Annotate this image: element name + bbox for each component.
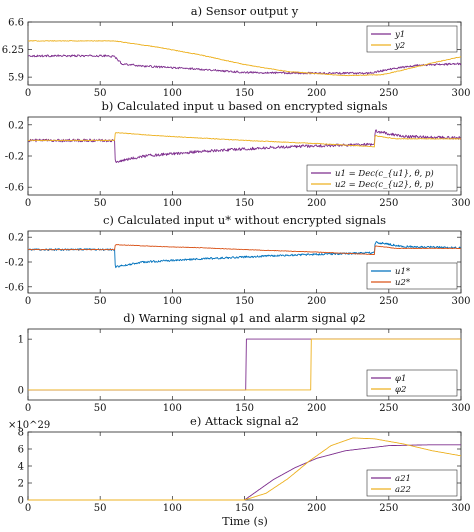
x-tick-label: 150 xyxy=(235,403,254,414)
y-tick-label: 0 xyxy=(18,385,24,396)
legend-label: y1 xyxy=(394,30,405,40)
x-tick-label: 250 xyxy=(379,88,398,99)
legend: u1 = Dec(c_{u1}, θ, p)u2 = Dec(c_{u2}, θ… xyxy=(306,164,458,192)
x-tick-label: 100 xyxy=(163,503,182,514)
series-line-2 xyxy=(28,338,461,391)
y-tick-label: 6 xyxy=(18,445,24,456)
legend-label: u2 = Dec(c_{u2}, θ, p) xyxy=(335,179,434,190)
x-tick-label: 0 xyxy=(25,198,31,209)
x-tick-label: 50 xyxy=(94,503,107,514)
x-axis-label: Time (s) xyxy=(222,515,268,528)
y-tick-label: 6.25 xyxy=(2,45,24,56)
y-tick-label: 8 xyxy=(18,428,24,439)
legend-label: φ2 xyxy=(395,385,406,395)
subplot-3: c) Calculated input u* without encrypted… xyxy=(5,213,471,307)
x-tick-label: 250 xyxy=(379,198,398,209)
x-tick-label: 100 xyxy=(163,296,182,307)
x-tick-label: 150 xyxy=(235,88,254,99)
subplot-title: e) Attack signal a2 xyxy=(190,414,299,428)
series-line-2 xyxy=(28,437,462,501)
subplot-1: a) Sensor output y 0 50 100 150 200 250 300 5.9 6… xyxy=(2,4,471,99)
legend-box xyxy=(366,369,458,397)
y-tick-label: 4 xyxy=(18,462,24,473)
legend-label: u2* xyxy=(395,278,411,288)
x-tick-label: 100 xyxy=(163,198,182,209)
x-tick-label: 150 xyxy=(235,198,254,209)
y-tick-label: -0.2 xyxy=(5,258,24,269)
legend-box xyxy=(366,262,458,290)
subplot-title: a) Sensor output y xyxy=(191,4,299,18)
y-tick-label: 6.6 xyxy=(8,18,24,29)
x-tick-label: 150 xyxy=(235,296,254,307)
y-tick-label: -0.6 xyxy=(5,183,24,194)
legend-label: u1 = Dec(c_{u1}, θ, p) xyxy=(335,168,434,179)
legend-label: a22 xyxy=(395,485,411,495)
x-tick-label: 0 xyxy=(25,403,31,414)
x-tick-label: 200 xyxy=(307,296,326,307)
legend-label: a21 xyxy=(395,474,411,484)
x-tick-label: 0 xyxy=(25,503,31,514)
x-tick-label: 300 xyxy=(451,198,470,209)
legend-label: y2 xyxy=(394,41,405,51)
legend: u1*u2* xyxy=(366,262,458,290)
y-tick-label: 0.2 xyxy=(8,120,24,131)
x-tick-label: 300 xyxy=(451,296,470,307)
x-tick-label: 100 xyxy=(163,403,182,414)
series-line-2 xyxy=(28,40,462,77)
x-tick-label: 300 xyxy=(451,88,470,99)
x-tick-label: 50 xyxy=(94,88,107,99)
legend-box xyxy=(366,469,458,497)
x-tick-label: 0 xyxy=(25,296,31,307)
legend-label: φ1 xyxy=(395,374,406,384)
legend-label: u1* xyxy=(395,267,411,277)
x-tick-label: 100 xyxy=(163,88,182,99)
x-tick-label: 50 xyxy=(94,403,107,414)
subplot-title: b) Calculated input u based on encrypted… xyxy=(101,99,387,113)
legend-box xyxy=(306,164,458,192)
x-tick-label: 0 xyxy=(25,88,31,99)
y-tick-label: -0.6 xyxy=(5,282,24,293)
y-tick-label: 1 xyxy=(18,335,24,346)
series-line-1 xyxy=(28,129,462,163)
x-tick-label: 200 xyxy=(307,503,326,514)
subplot-2: b) Calculated input u based on encrypted… xyxy=(5,99,471,209)
series-line-2 xyxy=(28,244,461,256)
x-tick-label: 250 xyxy=(379,503,398,514)
series-line-1 xyxy=(28,54,462,75)
x-tick-label: 150 xyxy=(235,503,254,514)
y-tick-label: 5.9 xyxy=(8,73,24,84)
x-tick-label: 200 xyxy=(307,88,326,99)
x-tick-label: 50 xyxy=(94,198,107,209)
subplot-title: c) Calculated input u* without encrypted… xyxy=(103,213,386,227)
x-tick-label: 200 xyxy=(307,403,326,414)
subplot-4: d) Warning signal φ1 and alarm signal φ2… xyxy=(18,311,471,414)
x-tick-label: 50 xyxy=(94,296,107,307)
x-tick-label: 250 xyxy=(379,296,398,307)
y-axis-exponent: ×10^29 xyxy=(8,420,50,431)
subplot-5: e) Attack signal a2 0 50 100 150 200 250 300 0 2 4… xyxy=(8,414,471,514)
x-tick-label: 250 xyxy=(379,403,398,414)
x-tick-label: 300 xyxy=(451,503,470,514)
legend-box xyxy=(366,25,458,53)
y-tick-label: 0.2 xyxy=(8,233,24,244)
y-tick-label: 2 xyxy=(18,479,24,490)
y-tick-label: -0.2 xyxy=(5,152,24,163)
x-tick-label: 200 xyxy=(307,198,326,209)
series-line-2 xyxy=(28,132,462,148)
subplot-title: d) Warning signal φ1 and alarm signal φ2 xyxy=(123,311,365,325)
y-tick-label: 0 xyxy=(18,496,24,507)
x-tick-label: 300 xyxy=(451,403,470,414)
